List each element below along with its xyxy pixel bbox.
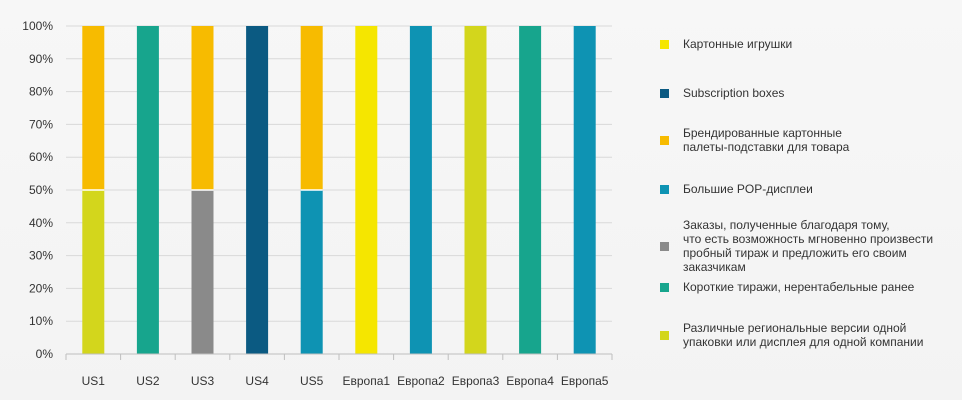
x-tick-label: US4: [245, 374, 269, 388]
y-tick-label: 90%: [29, 52, 53, 66]
legend-label: Короткие тиражи, нерентабельные ранее: [683, 280, 915, 294]
x-tick-label: US2: [136, 374, 160, 388]
x-tick-label: Европа3: [452, 374, 500, 388]
bar-segment: [136, 26, 159, 354]
bar-segment: [519, 26, 542, 354]
legend-label: Заказы, полученные благодаря тому, что е…: [683, 218, 934, 274]
bar-segment: [464, 26, 487, 354]
y-tick-label: 70%: [29, 117, 53, 131]
legend-swatch: [660, 135, 669, 145]
y-tick-label: 100%: [22, 19, 53, 33]
bar-segment: [573, 26, 596, 354]
legend-item: Subscription boxes: [660, 86, 960, 100]
x-tick-label: US1: [82, 374, 106, 388]
legend-swatch: [660, 184, 669, 194]
bar-segment: [355, 26, 378, 354]
y-tick-label: 20%: [29, 281, 53, 295]
y-tick-labels: 0% 10% 20% 30% 40% 50% 60% 70% 80% 90% 100%: [22, 19, 53, 361]
bar-segment: [191, 26, 214, 190]
bar-segment: [82, 26, 105, 190]
x-tick-labels: US1 US2 US3 US4 US5 Европа1 Европа2 Европа3 Евро…: [82, 374, 609, 388]
bar-segment: [82, 190, 105, 354]
bar-segment: [409, 26, 432, 354]
legend-item: Картонные игрушки: [660, 37, 960, 51]
legend-item: Короткие тиражи, нерентабельные ранее: [660, 280, 960, 294]
y-tick-label: 40%: [29, 216, 53, 230]
bars: [82, 26, 596, 354]
axes: [65, 353, 613, 360]
legend-item: Большие POP-дисплеи: [660, 182, 960, 196]
x-tick-label: Европа2: [397, 374, 445, 388]
bar-segment: [300, 26, 323, 190]
y-tick-label: 0%: [36, 347, 54, 361]
bar-segment: [246, 26, 269, 354]
y-tick-label: 10%: [29, 314, 53, 328]
legend-item: Брендированные картонные палеты-подставк…: [660, 126, 960, 154]
legend-item: Различные региональные версии одной упак…: [660, 321, 960, 349]
legend-label: Различные региональные версии одной упак…: [683, 321, 924, 349]
bar-segment: [300, 190, 323, 354]
bar-segment: [191, 190, 214, 354]
legend-label: Картонные игрушки: [683, 37, 793, 51]
legend-swatch: [660, 282, 669, 292]
y-tick-label: 80%: [29, 85, 53, 99]
legend-swatch: [660, 330, 669, 340]
legend-label: Subscription boxes: [683, 86, 785, 100]
legend-label: Брендированные картонные палеты-подставк…: [683, 126, 850, 154]
legend-item: Заказы, полученные благодаря тому, что е…: [660, 218, 960, 274]
y-tick-label: 50%: [29, 183, 53, 197]
x-tick-label: Европа1: [343, 374, 391, 388]
x-tick-label: US5: [300, 374, 324, 388]
legend-swatch: [660, 241, 669, 251]
y-tick-label: 30%: [29, 249, 53, 263]
legend-swatch: [660, 88, 669, 98]
x-tick-label: Европа4: [506, 374, 554, 388]
x-tick-label: US3: [191, 374, 215, 388]
legend-label: Большие POP-дисплеи: [683, 182, 813, 196]
y-tick-label: 60%: [29, 150, 53, 164]
x-tick-label: Европа5: [561, 374, 609, 388]
legend-swatch: [660, 39, 669, 49]
